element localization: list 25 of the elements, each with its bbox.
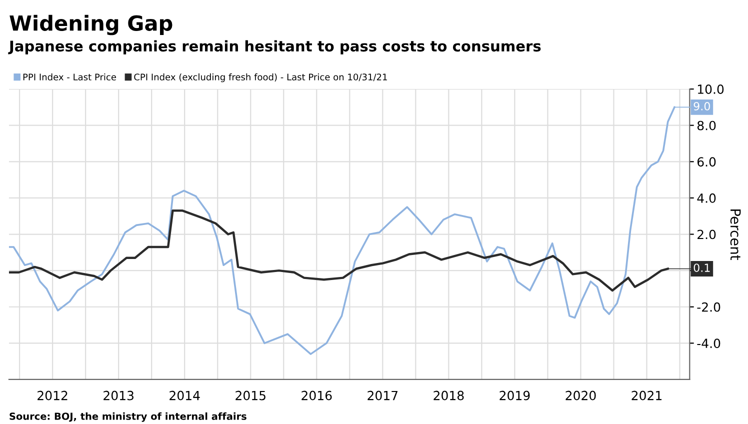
x-tick-label: 2018	[434, 390, 464, 400]
source-note: Source: BOJ, the ministry of internal affairs	[10, 412, 246, 422]
y-tick-label: 4.0	[697, 193, 716, 203]
x-tick-label: 2016	[302, 390, 332, 400]
x-tick-label: 2019	[500, 390, 530, 400]
annotation: 0.1	[694, 264, 710, 272]
y-tick-label: 2.0	[698, 230, 716, 240]
y-tick-label: 8.0	[697, 120, 716, 130]
annotation: 9.0	[694, 102, 710, 110]
x-tick-label: 2014	[170, 390, 200, 400]
y-axis-title: Percent	[730, 210, 741, 260]
x-tick-label: 2015	[236, 390, 266, 400]
y-tick-label: 6.0	[697, 157, 716, 167]
y-tick-label: -4.0	[697, 338, 720, 348]
x-tick-label: 2012	[38, 390, 68, 400]
legend-label: CPI Index (excluding fresh food) - Last Price on 10/31/21	[134, 73, 387, 82]
chart-title: Widening Gap	[10, 14, 172, 36]
legend-label: PPI Index - Last Price	[23, 73, 116, 80]
x-tick-label: 2021	[632, 390, 662, 400]
y-tick-label: 10.0	[698, 84, 724, 94]
chart-subtitle: Japanese companies remain hesitant to pass costs to consumers	[8, 40, 541, 54]
x-tick-label: 2020	[566, 390, 596, 400]
x-tick-label: 2013	[104, 390, 134, 400]
x-tick-label: 2017	[368, 390, 398, 400]
y-tick-label: -2.0	[697, 302, 720, 312]
